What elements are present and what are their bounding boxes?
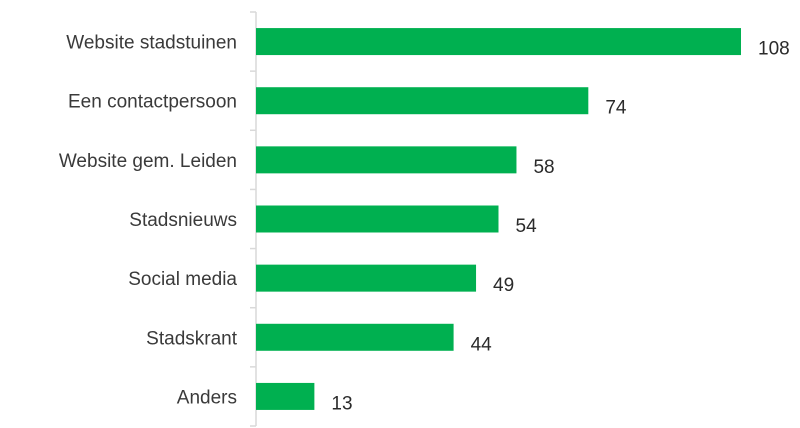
value-labels-group: 108 74 58 54 49 44 13 [331, 39, 789, 415]
data-label: 74 [605, 98, 627, 119]
bar [256, 205, 499, 233]
bars-group [256, 28, 741, 410]
bar [256, 382, 315, 410]
category-label: Stadskrant [146, 328, 238, 349]
category-label: Website gem. Leiden [59, 151, 237, 172]
data-label: 13 [331, 393, 352, 414]
bar [256, 146, 517, 174]
category-label: Anders [177, 387, 237, 408]
y-axis [250, 11, 257, 427]
bar [256, 264, 477, 292]
bar [256, 28, 741, 56]
data-label: 58 [533, 157, 554, 178]
bar [256, 323, 454, 351]
data-label: 54 [516, 216, 538, 237]
category-label: Een contactpersoon [68, 92, 237, 113]
category-label: Social media [128, 269, 237, 290]
category-label: Website stadstuinen [66, 33, 237, 54]
category-labels-group: Website stadstuinen Een contactpersoon Web… [59, 33, 238, 409]
data-label: 108 [758, 39, 790, 60]
data-label: 49 [493, 275, 514, 296]
bar [256, 87, 589, 115]
data-label: 44 [471, 334, 493, 355]
category-label: Stadsnieuws [129, 210, 237, 231]
